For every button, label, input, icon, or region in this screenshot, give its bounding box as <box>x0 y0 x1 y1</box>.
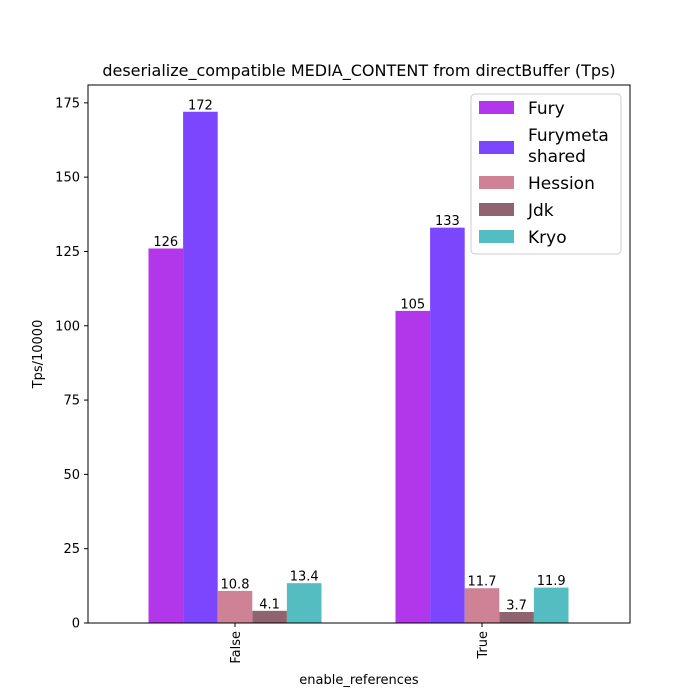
plot-area: 126 105 172 133 10.8 11.7 4.1 3.7 13.4 11.9 <box>148 98 569 624</box>
legend-label-line-1-1: shared <box>528 147 586 167</box>
legend-label-1: Furymeta shared <box>528 126 609 167</box>
y-tick-label-2: 50 <box>63 468 80 483</box>
data-label-jdk-false: 4.1 <box>259 597 280 612</box>
bar-jdk-true <box>499 612 534 623</box>
bar-furymeta-shared-true <box>430 227 465 624</box>
y-tick-label-3: 75 <box>63 394 80 409</box>
x-axis: False True <box>229 623 491 664</box>
y-tick-label-4: 100 <box>55 319 80 334</box>
bar-hession-true <box>464 588 500 623</box>
bar-fury-true <box>395 310 431 623</box>
legend-label-2: Hession <box>528 174 595 194</box>
data-label-hession-false: 10.8 <box>221 577 250 592</box>
bar-furymeta-shared-false <box>183 111 218 624</box>
y-axis-label: Tps/10000 <box>31 320 46 390</box>
data-label-fury-true: 105 <box>400 297 425 312</box>
y-tick-label-0: 0 <box>72 617 80 632</box>
data-label-fury-false: 126 <box>153 235 178 250</box>
legend-swatch-2 <box>479 176 514 189</box>
bar-jdk-false <box>252 610 287 623</box>
data-label-jdk-true: 3.7 <box>506 599 527 614</box>
bar-kryo-true <box>533 587 569 623</box>
data-label-kryo-false: 13.4 <box>290 570 319 585</box>
bar-kryo-false <box>286 583 322 623</box>
plot-frame <box>87 84 631 624</box>
data-label-furymeta-shared-true: 133 <box>435 214 460 229</box>
x-tick-label-0: False <box>229 631 244 664</box>
y-tick-label-1: 25 <box>63 542 80 557</box>
legend-label-4: Kryo <box>528 228 567 248</box>
legend-swatch-3 <box>479 203 514 216</box>
x-tick-label-1: True <box>476 631 491 660</box>
legend-swatch-1 <box>479 141 514 154</box>
x-axis-label: enable_references <box>299 673 419 688</box>
y-tick-label-6: 150 <box>55 171 80 186</box>
chart-title: deserialize_compatible MEDIA_CONTENT fro… <box>102 61 615 81</box>
legend-swatch-4 <box>479 230 514 243</box>
data-label-hession-true: 11.7 <box>468 575 497 590</box>
bar-hession-false <box>217 590 253 623</box>
legend-label-line-1-0: Furymeta <box>528 126 609 146</box>
legend-label-3: Jdk <box>527 201 554 221</box>
y-tick-label-5: 125 <box>55 245 80 260</box>
bar-fury-false <box>148 248 184 624</box>
legend: Fury Furymeta shared Hession Jdk Kryo <box>470 93 622 255</box>
y-axis: 0 25 50 75 100 125 150 175 <box>55 96 88 632</box>
data-label-furymeta-shared-false: 172 <box>188 98 213 113</box>
legend-label-0: Fury <box>528 99 565 119</box>
legend-swatch-0 <box>479 101 514 114</box>
data-label-kryo-true: 11.9 <box>537 574 566 589</box>
y-tick-label-7: 175 <box>55 96 80 111</box>
